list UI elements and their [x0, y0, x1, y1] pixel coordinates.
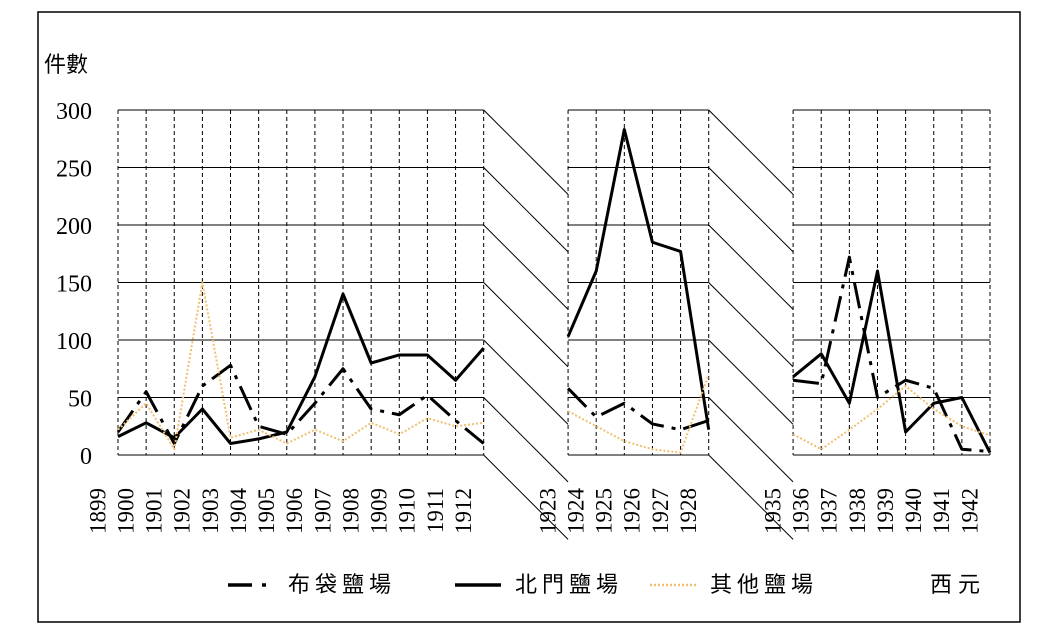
axis-break — [708, 224, 794, 310]
series-line — [117, 292, 485, 445]
x-tick-label: 1904 — [226, 488, 251, 535]
y-tick-label: 0 — [80, 444, 92, 470]
x-tick-label: 1937 — [817, 488, 842, 534]
axis-break — [708, 282, 794, 368]
axis-break — [708, 109, 794, 195]
x-tick-label: 1927 — [648, 488, 673, 534]
y-axis-label: 件數 — [44, 53, 88, 78]
series-line — [792, 269, 992, 454]
series-line — [117, 281, 484, 451]
x-tick-label: 1940 — [901, 488, 926, 534]
x-tick-label: 1906 — [282, 488, 307, 534]
axis-break — [483, 224, 569, 310]
y-tick-label: 150 — [56, 272, 92, 298]
x-tick-label: 1923 — [535, 488, 560, 534]
series-line — [567, 374, 710, 454]
x-tick-label: 1912 — [451, 488, 476, 534]
legend-label: 布袋鹽場 — [288, 573, 396, 598]
axis-break — [483, 339, 569, 425]
axis-break — [483, 397, 569, 483]
x-tick-label: 1941 — [929, 488, 954, 534]
axis-break — [708, 167, 794, 253]
axis-break — [708, 397, 794, 483]
axis-break — [483, 167, 569, 253]
series-line — [566, 387, 710, 432]
x-axis-label: 西元 — [930, 573, 986, 598]
y-tick-label: 100 — [56, 329, 92, 355]
y-tick-label: 50 — [68, 387, 92, 413]
y-tick-label: 200 — [56, 214, 92, 240]
x-tick-label: 1900 — [113, 488, 138, 534]
axis-break — [708, 339, 794, 425]
x-tick-label: 1899 — [85, 488, 110, 534]
x-tick-label: 1938 — [845, 488, 870, 534]
legend-label: 其他鹽場 — [710, 573, 818, 598]
x-tick-label: 1910 — [395, 488, 420, 534]
x-tick-label: 1909 — [367, 488, 392, 534]
x-tick-label: 1901 — [142, 488, 167, 534]
x-tick-label: 1924 — [563, 488, 588, 535]
legend-label: 北門鹽場 — [515, 573, 623, 598]
x-tick-label: 1925 — [592, 488, 617, 534]
y-tick-label: 300 — [56, 99, 92, 125]
y-tick-label: 250 — [56, 157, 92, 183]
axis-break — [483, 109, 569, 195]
x-tick-label: 1926 — [620, 488, 645, 534]
x-tick-label: 1903 — [198, 488, 223, 534]
axis-break — [483, 282, 569, 368]
x-tick-label: 1928 — [676, 488, 701, 534]
x-tick-label: 1908 — [338, 488, 363, 534]
series-line — [792, 385, 991, 451]
axis-break — [708, 454, 794, 540]
series-line — [566, 128, 711, 430]
frame — [37, 11, 1021, 623]
x-tick-label: 1935 — [760, 488, 785, 534]
x-tick-label: 1902 — [170, 488, 195, 534]
x-tick-label: 1905 — [254, 488, 279, 534]
x-tick-label: 1907 — [310, 488, 335, 534]
x-tick-label: 1911 — [423, 488, 448, 533]
x-tick-label: 1939 — [873, 488, 898, 534]
axis-break — [483, 454, 569, 540]
x-tick-label: 1936 — [789, 488, 814, 534]
x-tick-label: 1942 — [957, 488, 982, 534]
series-line — [116, 363, 485, 445]
